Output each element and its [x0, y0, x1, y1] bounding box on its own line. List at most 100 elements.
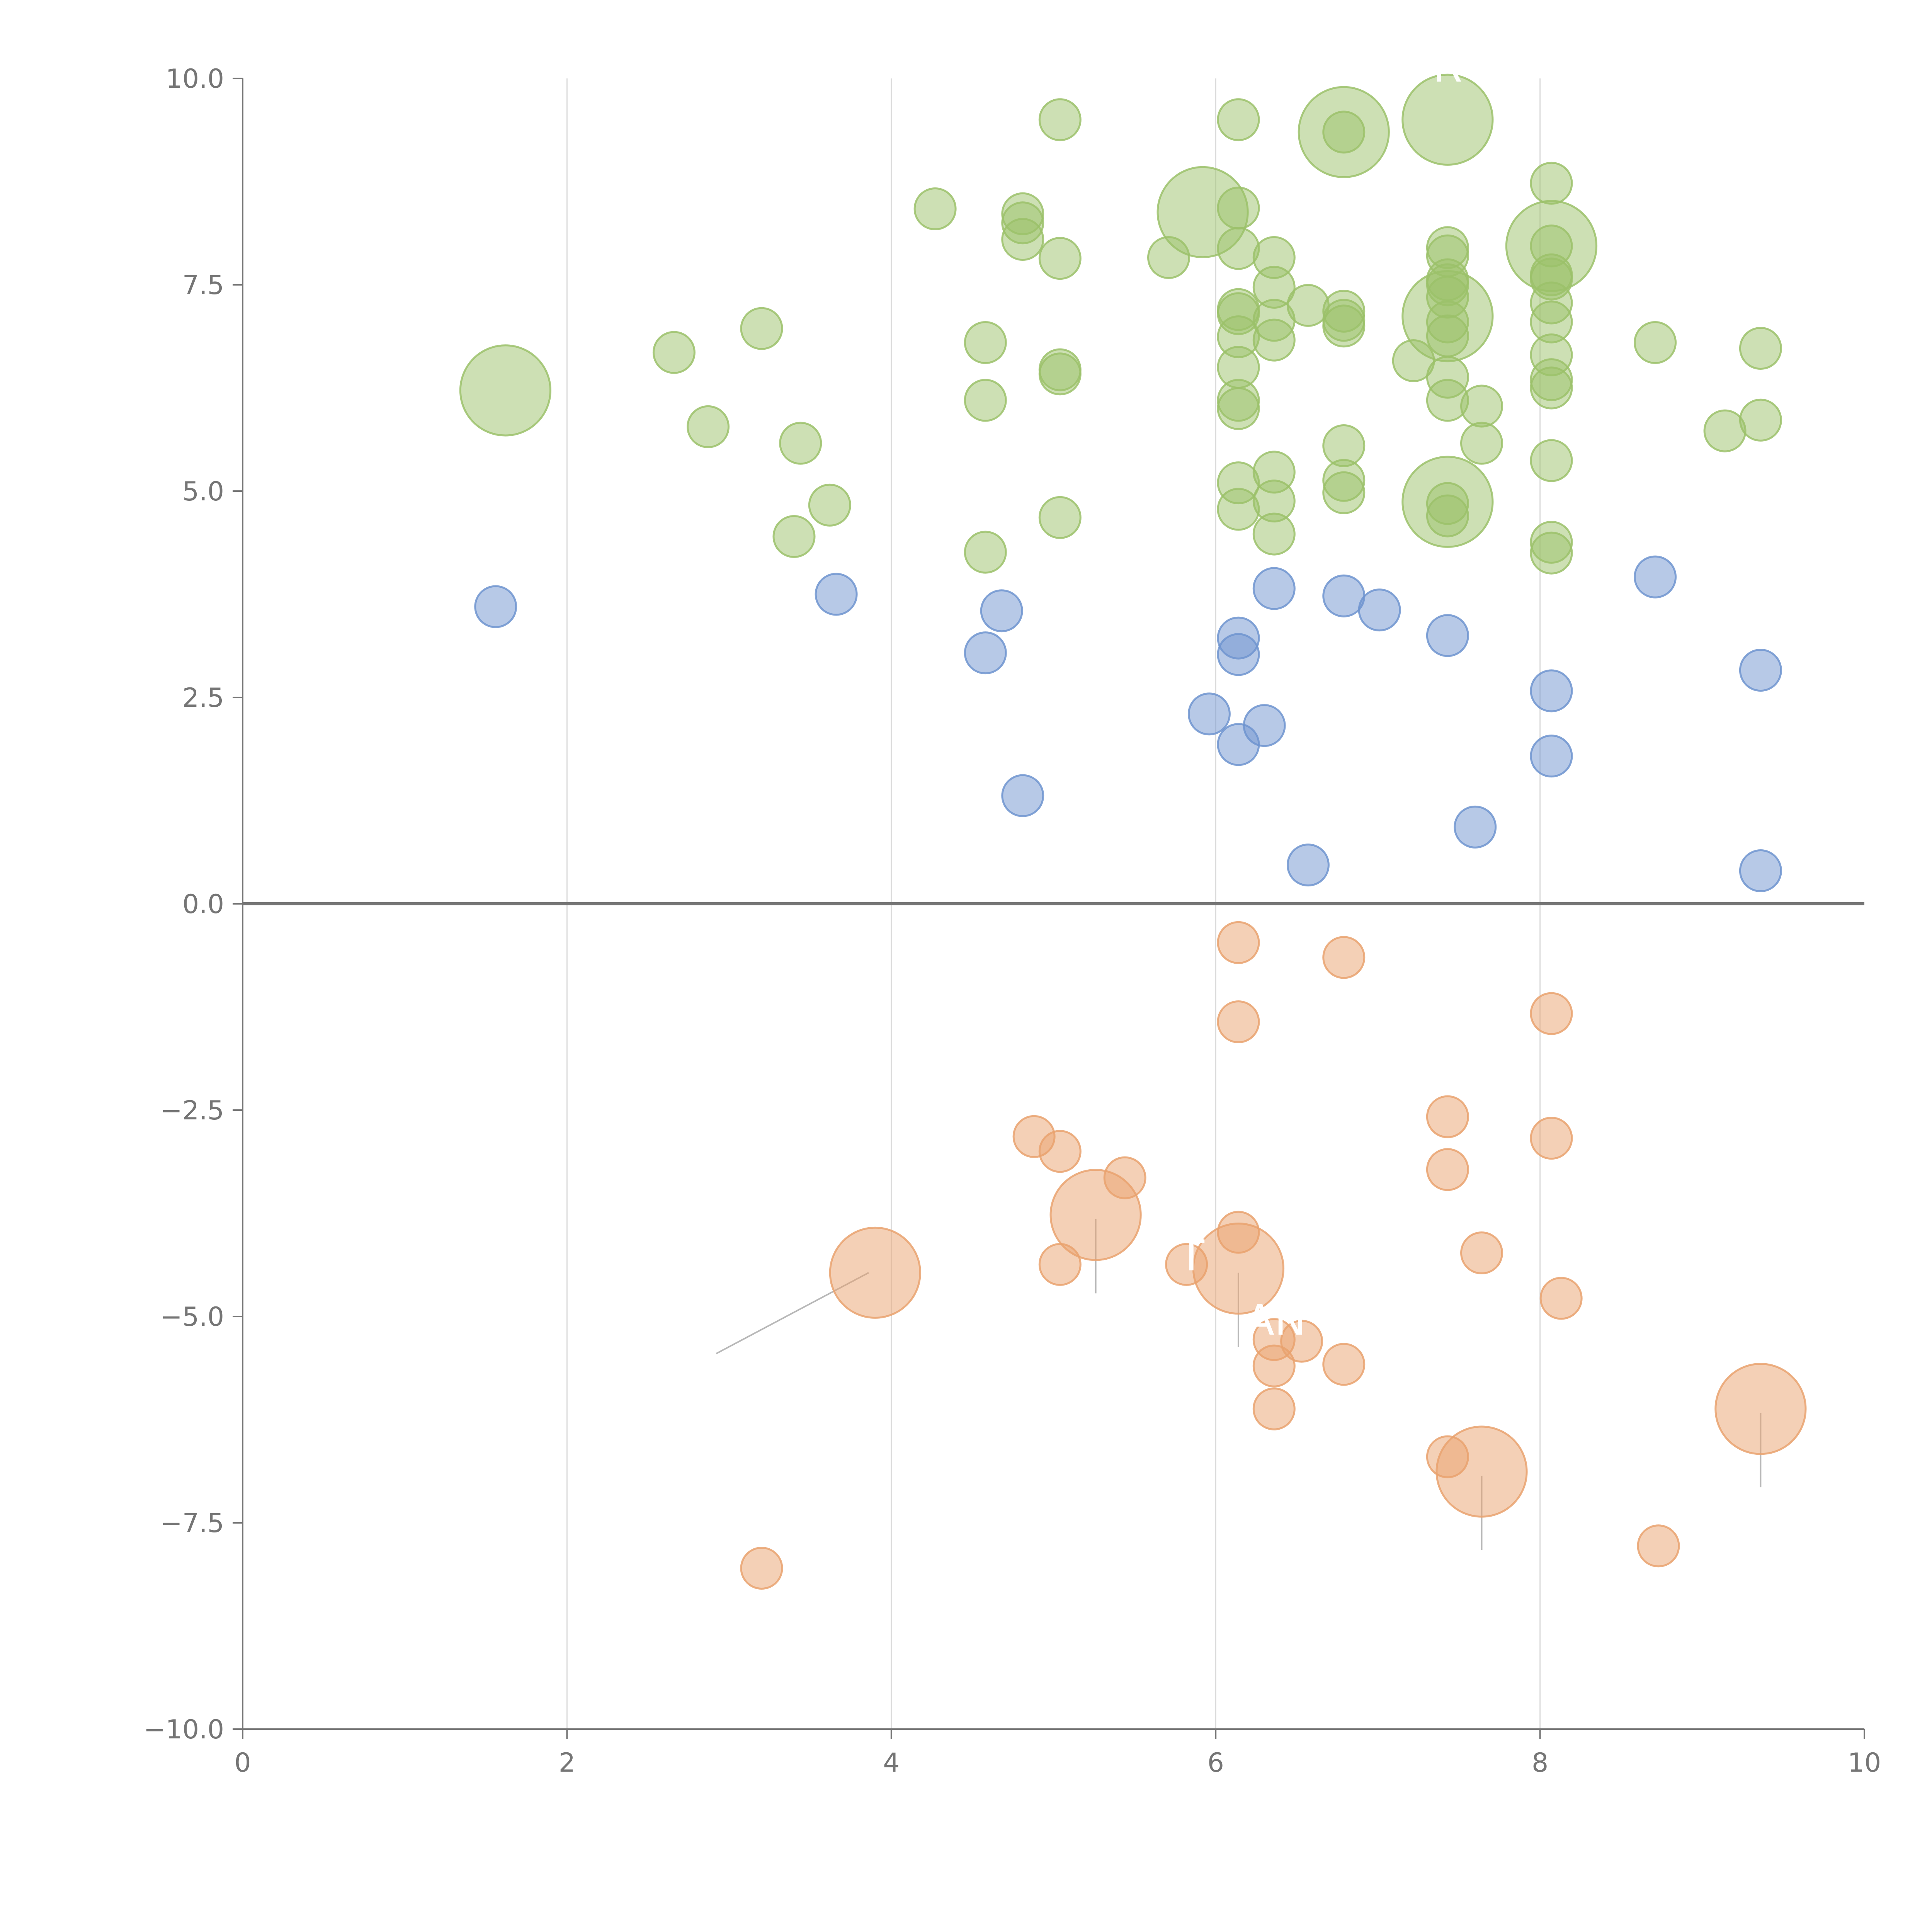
green-point: [1530, 366, 1573, 410]
green-point: [740, 307, 783, 350]
green-point: [964, 531, 1007, 574]
orange-point: [1192, 1223, 1285, 1315]
axis-layer: 0 2 4 6 8 10 −10.0 −7.5 −5.0 −2.5 0.0 2.5 5.0 7.5 10.0: [144, 64, 1881, 1778]
green-point: [1217, 227, 1260, 270]
blue-point: [980, 589, 1023, 633]
green-point: [1217, 387, 1260, 430]
x-tick-label: 4: [883, 1748, 900, 1778]
green-point: [1634, 321, 1677, 364]
green-point: [1001, 218, 1044, 261]
orange-point: [1530, 1117, 1573, 1160]
green-point: [1322, 304, 1366, 348]
orange-point: [1530, 992, 1573, 1035]
y-tick-label: −7.5: [160, 1508, 224, 1539]
blue-point: [815, 573, 858, 616]
green-point: [1322, 471, 1366, 514]
point-annotation: AN: [1245, 1295, 1306, 1345]
green-point: [913, 187, 957, 230]
orange-point: [1539, 1277, 1583, 1320]
y-tick-label: 10.0: [166, 64, 224, 94]
green-point: [964, 379, 1007, 422]
blue-point: [1454, 805, 1497, 849]
orange-point: [1103, 1156, 1146, 1199]
y-tick-label: 0.0: [182, 889, 224, 920]
green-point: [1038, 496, 1082, 539]
blue-point: [1217, 633, 1260, 676]
green-point: [772, 515, 816, 558]
blue-point: [1739, 649, 1782, 692]
blue-point: [1243, 704, 1286, 747]
orange-point: [1637, 1524, 1680, 1568]
green-point: [1426, 494, 1469, 537]
orange-point: [1426, 1148, 1469, 1191]
green-point: [1217, 186, 1260, 230]
point-annotation: A: [1474, 546, 1503, 595]
green-point: [1038, 98, 1082, 141]
green-point: [1217, 488, 1260, 531]
y-tick-label: 7.5: [182, 270, 224, 301]
x-tick-label: 6: [1208, 1748, 1224, 1778]
green-point: [687, 405, 730, 448]
green-point: [1739, 398, 1782, 442]
green-point: [1530, 162, 1573, 205]
y-tick-label: 2.5: [182, 683, 224, 713]
blue-point: [1530, 669, 1573, 713]
green-point: [779, 422, 822, 465]
blue-point: [1634, 555, 1677, 599]
blue-point: [1739, 849, 1782, 893]
green-point: [1530, 439, 1573, 482]
y-tick-label: −2.5: [160, 1095, 224, 1126]
blue-point: [1001, 774, 1044, 817]
orange-point: [1714, 1363, 1807, 1455]
point-layer: [459, 73, 1807, 1590]
y-tick-label: 5.0: [182, 476, 224, 507]
orange-point: [1217, 1000, 1260, 1043]
annotation-layer: R A T AN: [1178, 43, 1503, 1345]
green-point: [459, 344, 552, 437]
blue-point: [474, 585, 517, 628]
green-point: [1460, 384, 1503, 428]
blue-point: [1530, 735, 1573, 778]
orange-point: [1252, 1387, 1296, 1430]
orange-point: [1217, 921, 1260, 964]
orange-point: [1280, 1320, 1323, 1363]
orange-point: [1322, 1343, 1366, 1386]
green-point: [1703, 409, 1747, 452]
green-point: [808, 483, 851, 527]
orange-point: [1252, 1344, 1296, 1388]
green-point: [1252, 318, 1296, 362]
point-annotation: T: [1178, 1231, 1205, 1280]
blue-point: [1187, 692, 1231, 736]
green-point: [1530, 531, 1573, 575]
leader-line-layer: [511, 117, 1762, 1550]
y-tick-label: −5.0: [160, 1302, 224, 1332]
blue-point: [1358, 588, 1401, 632]
green-point: [1038, 352, 1082, 396]
orange-point: [1435, 1425, 1528, 1518]
green-point: [1401, 73, 1494, 166]
x-tick-label: 8: [1532, 1748, 1548, 1778]
green-point: [1217, 98, 1260, 141]
x-tick-label: 2: [559, 1748, 575, 1778]
green-point: [964, 321, 1007, 364]
blue-point: [1286, 844, 1330, 887]
orange-point: [1038, 1130, 1082, 1173]
orange-point: [1322, 936, 1366, 979]
orange-point: [1426, 1095, 1469, 1138]
blue-point: [964, 631, 1007, 675]
x-tick-label: 10: [1848, 1748, 1881, 1778]
orange-point: [740, 1546, 783, 1590]
orange-point: [1460, 1231, 1503, 1275]
green-point: [652, 331, 696, 374]
orange-point: [829, 1226, 921, 1319]
green-point: [1426, 314, 1469, 357]
green-point: [1739, 327, 1782, 370]
point-annotation: R: [1433, 43, 1462, 92]
green-point: [1460, 422, 1503, 465]
x-tick-label: 0: [234, 1748, 251, 1778]
blue-point: [1252, 567, 1296, 610]
green-point: [1322, 111, 1366, 154]
blue-point: [1426, 614, 1469, 657]
y-tick-label: −10.0: [144, 1714, 224, 1745]
